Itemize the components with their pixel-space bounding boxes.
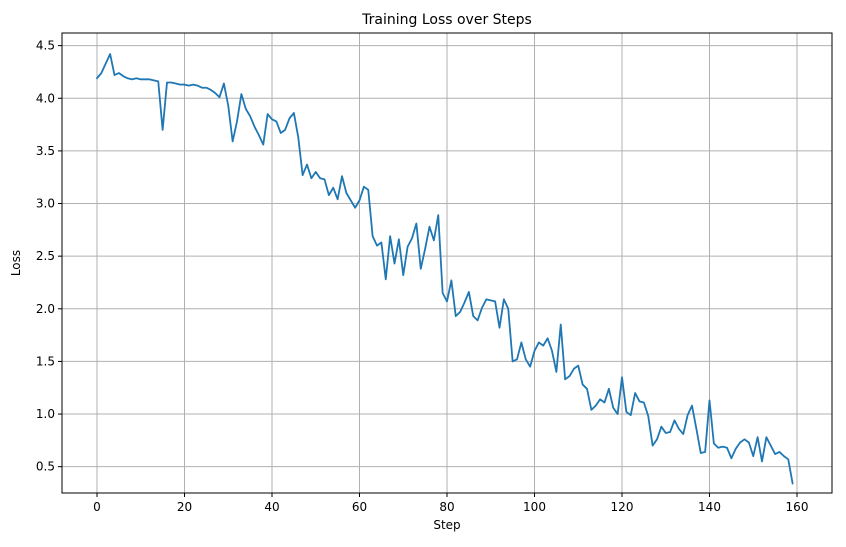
x-tick-label: 20 <box>177 500 192 514</box>
axis-ticks: 0 20 40 60 80 100 120 140 160 0.5 1.0 1.5 2.0 2.5 3.0 3… <box>36 39 809 514</box>
x-tick-label: 80 <box>439 500 454 514</box>
grid <box>62 33 832 493</box>
x-tick-label: 120 <box>611 500 634 514</box>
y-tick-label: 3.5 <box>36 144 55 158</box>
x-tick-label: 140 <box>698 500 721 514</box>
y-tick-label: 2.0 <box>36 302 55 316</box>
chart-title: Training Loss over Steps <box>361 12 532 28</box>
y-tick-label: 1.0 <box>36 407 55 421</box>
y-tick-label: 4.5 <box>36 39 55 53</box>
x-axis-label: Step <box>433 518 460 532</box>
y-tick-label: 1.5 <box>36 354 55 368</box>
y-axis-label: Loss <box>9 250 23 276</box>
x-tick-label: 160 <box>786 500 809 514</box>
x-tick-label: 0 <box>93 500 101 514</box>
x-tick-label: 60 <box>352 500 367 514</box>
y-tick-label: 3.0 <box>36 197 55 211</box>
x-tick-label: 40 <box>264 500 279 514</box>
x-tick-label: 100 <box>523 500 546 514</box>
y-tick-label: 4.0 <box>36 91 55 105</box>
y-tick-label: 2.5 <box>36 249 55 263</box>
y-tick-label: 0.5 <box>36 460 55 474</box>
loss-series-line <box>96 53 794 485</box>
